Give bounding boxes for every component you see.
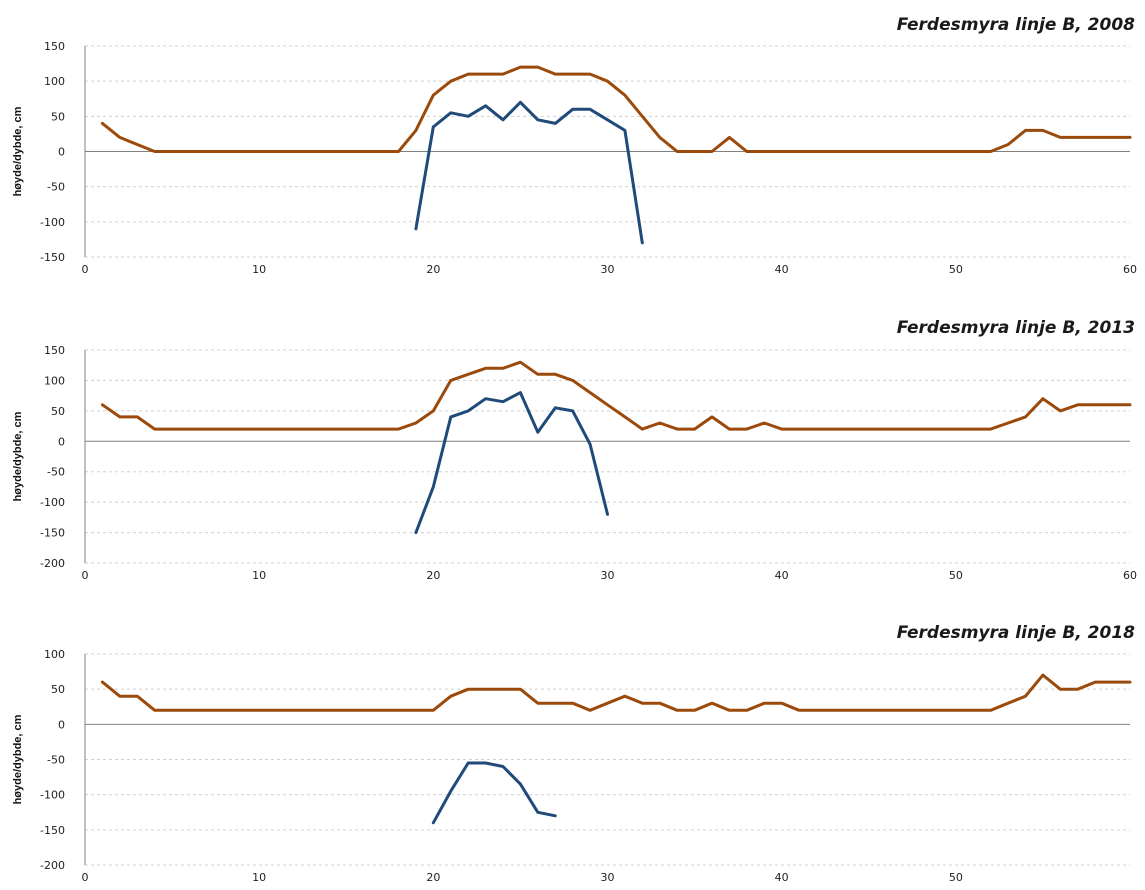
x-tick-label: 40 [775, 871, 789, 884]
x-tick-label: 30 [601, 871, 615, 884]
x-tick-label: 50 [949, 871, 963, 884]
y-tick-label: -150 [40, 527, 65, 540]
terrain-series-line [100, 65, 1132, 153]
y-tick-label: -100 [40, 216, 65, 229]
x-tick-label: 60 [1123, 569, 1137, 582]
y-tick-label: -50 [47, 181, 65, 194]
y-tick-label: 50 [51, 405, 65, 418]
y-axis-label: høyde/dybde, cm [12, 714, 24, 804]
x-tick-label: 40 [775, 569, 789, 582]
y-tick-label: 150 [44, 40, 65, 53]
x-tick-label: 0 [82, 569, 89, 582]
y-tick-label: 100 [44, 648, 65, 661]
chart-panel-3: 100 50 0 -50 -100 -150 -200 0 10 20 30 40 50 Ferdesmy… [12, 623, 1135, 884]
chart-panel-1: 150 100 50 0 -50 -100 -150 0 10 20 30 40 50 60 Ferdesm… [12, 15, 1137, 276]
x-tick-label: 50 [949, 263, 963, 276]
depth-series-line [431, 761, 557, 825]
chart-title: Ferdesmyra linje B, 2013 [897, 318, 1135, 338]
y-axis-label: høyde/dybde, cm [12, 411, 24, 501]
x-tick-label: 10 [252, 263, 266, 276]
y-tick-label: -50 [47, 754, 65, 767]
y-tick-label: -150 [40, 824, 65, 837]
x-tick-label: 10 [252, 871, 266, 884]
depth-series-line [414, 100, 644, 245]
chart-panel-2: 150 100 50 0 -50 -100 -150 -200 0 10 20 30 40 50 60 Fer… [12, 318, 1137, 582]
x-tick-label: 20 [426, 263, 440, 276]
x-tick-label: 30 [601, 569, 615, 582]
y-tick-label: 100 [44, 374, 65, 387]
x-tick-label: 0 [82, 871, 89, 884]
y-tick-label: -50 [47, 466, 65, 479]
y-tick-label: 0 [58, 435, 65, 448]
x-tick-label: 10 [252, 569, 266, 582]
x-tick-label: 30 [601, 263, 615, 276]
y-tick-label: -150 [40, 251, 65, 264]
y-tick-label: -200 [40, 557, 65, 570]
x-tick-label: 20 [426, 569, 440, 582]
y-tick-label: -100 [40, 789, 65, 802]
terrain-series-line [100, 673, 1132, 712]
x-tick-label: 50 [949, 569, 963, 582]
chart-title: Ferdesmyra linje B, 2018 [897, 623, 1135, 643]
y-tick-label: 150 [44, 344, 65, 357]
y-tick-label: -100 [40, 496, 65, 509]
y-tick-label: -200 [40, 859, 65, 872]
terrain-series-line [100, 360, 1132, 431]
x-tick-label: 0 [82, 263, 89, 276]
chart-title: Ferdesmyra linje B, 2008 [897, 15, 1135, 35]
y-tick-label: 0 [58, 146, 65, 159]
y-tick-label: 0 [58, 718, 65, 731]
x-tick-label: 20 [426, 871, 440, 884]
y-axis-label: høyde/dybde, cm [12, 106, 24, 196]
x-tick-label: 40 [775, 263, 789, 276]
x-tick-label: 60 [1123, 263, 1137, 276]
y-tick-label: 50 [51, 683, 65, 696]
y-tick-label: 50 [51, 110, 65, 123]
depth-series-line [414, 391, 609, 535]
y-tick-label: 100 [44, 75, 65, 88]
